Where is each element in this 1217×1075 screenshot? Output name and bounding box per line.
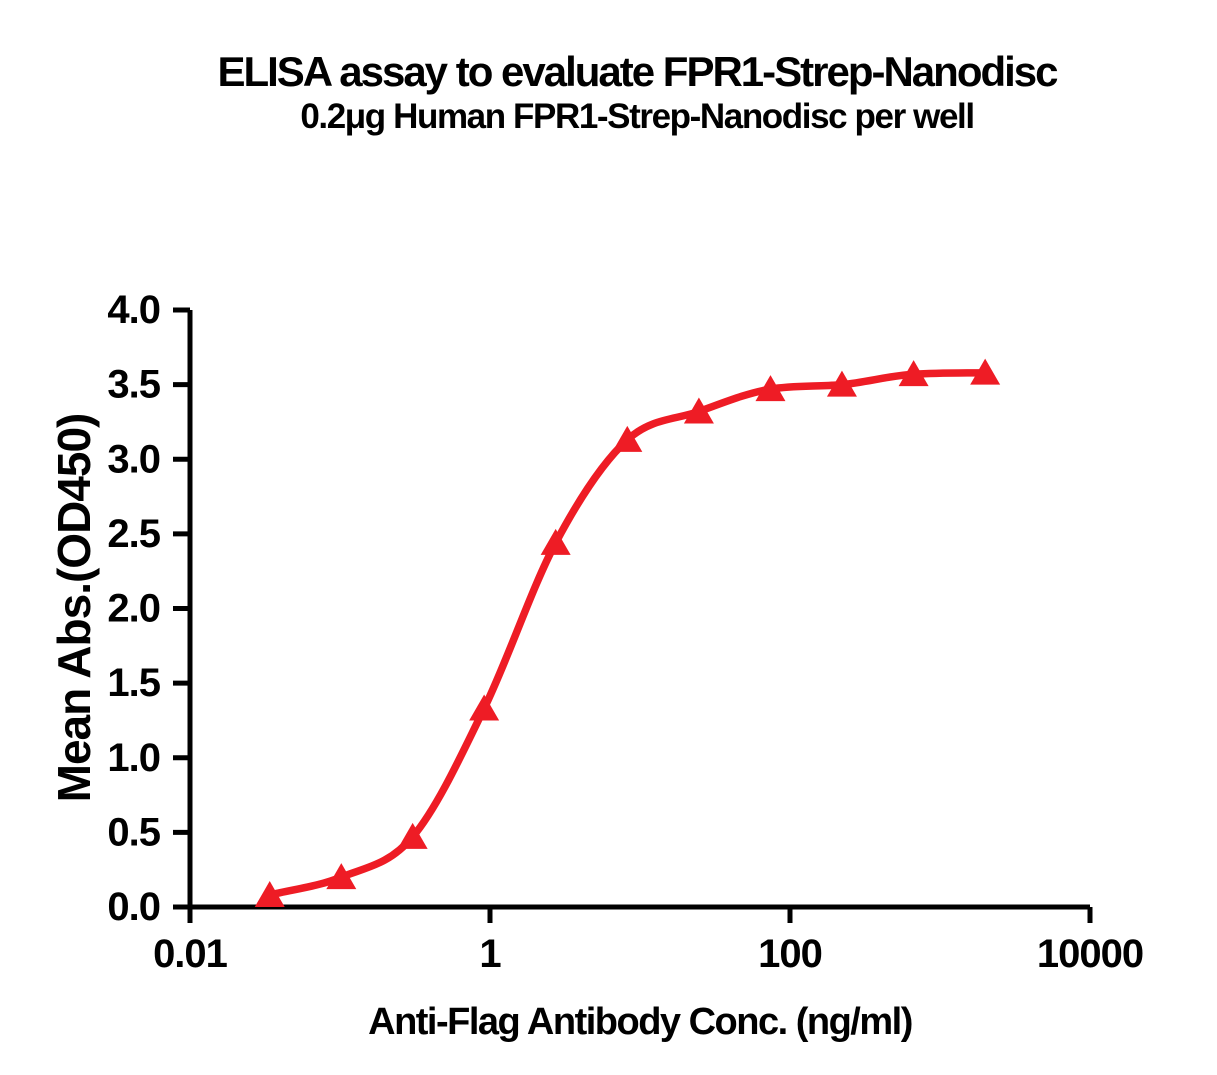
y-tick-label: 2.0 — [107, 587, 160, 631]
axis-spine — [187, 310, 1090, 910]
y-tick-label: 1.5 — [107, 661, 160, 705]
data-point-marker — [612, 425, 643, 452]
x-axis-label: Anti-Flag Antibody Conc. (ng/ml) — [368, 1001, 912, 1043]
data-point-marker — [755, 375, 786, 402]
x-tick-label: 10000 — [1037, 932, 1143, 976]
x-tick-label: 0.01 — [153, 932, 228, 976]
y-tick-label: 3.0 — [107, 437, 160, 481]
y-tick-label: 0.5 — [107, 810, 160, 854]
x-tick-label: 100 — [758, 932, 822, 976]
tick-labels: 0.0 0.5 1.0 1.5 2.0 2.5 3.0 3.5 4.0 0.01 1 100 10000 — [107, 288, 1144, 976]
axes — [173, 307, 1093, 923]
data-point-marker — [397, 822, 428, 849]
data-point-marker — [326, 863, 357, 890]
y-tick-label: 2.5 — [107, 512, 160, 556]
data-point-marker — [826, 370, 857, 397]
y-axis-label: Mean Abs.(OD450) — [48, 414, 100, 803]
y-tick-label: 4.0 — [107, 288, 160, 332]
data-series — [254, 358, 1001, 908]
data-point-marker — [254, 881, 285, 908]
chart-subtitle: 0.2μg Human FPR1-Strep-Nanodisc per well — [300, 97, 973, 136]
y-tick-label: 0.0 — [107, 885, 160, 929]
data-point-marker — [683, 397, 714, 424]
y-tick-label: 1.0 — [107, 736, 160, 780]
y-tick-label: 3.5 — [107, 363, 160, 407]
x-tick-label: 1 — [479, 932, 501, 976]
data-point-marker — [898, 360, 929, 387]
data-point-marker — [970, 358, 1001, 385]
data-point-marker — [469, 694, 500, 721]
data-point-marker — [540, 528, 571, 555]
chart-title: ELISA assay to evaluate FPR1-Strep-Nanod… — [217, 48, 1058, 95]
